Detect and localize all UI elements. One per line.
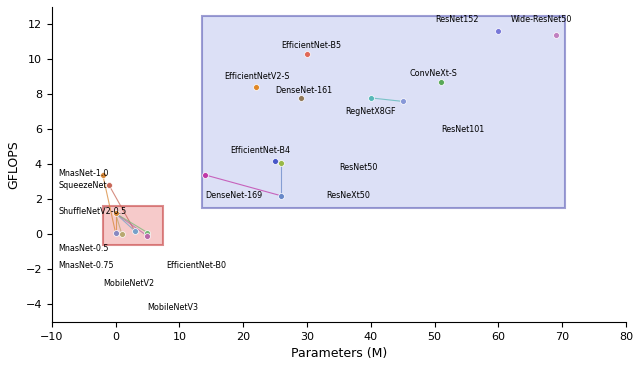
Text: EfficientNet-B5: EfficientNet-B5 bbox=[282, 41, 342, 50]
X-axis label: Parameters (M): Parameters (M) bbox=[291, 347, 387, 360]
Text: ShuffleNetV2-0.5: ShuffleNetV2-0.5 bbox=[58, 207, 126, 216]
Text: MobileNetV2: MobileNetV2 bbox=[103, 279, 154, 288]
Text: EfficientNet-B0: EfficientNet-B0 bbox=[166, 261, 227, 270]
Text: ResNet152: ResNet152 bbox=[436, 15, 479, 24]
Point bbox=[302, 51, 312, 57]
Text: DenseNet-169: DenseNet-169 bbox=[205, 191, 262, 200]
Point bbox=[397, 98, 408, 104]
Text: MnasNet-0.5: MnasNet-0.5 bbox=[58, 244, 109, 253]
Text: ResNeXt50: ResNeXt50 bbox=[326, 191, 370, 200]
Point bbox=[104, 182, 115, 188]
Point bbox=[365, 95, 376, 101]
Y-axis label: GFLOPS: GFLOPS bbox=[7, 140, 20, 189]
Text: SqueezeNet: SqueezeNet bbox=[58, 181, 107, 190]
Point bbox=[111, 210, 121, 216]
Point bbox=[276, 193, 287, 199]
Text: Wide-ResNet50: Wide-ResNet50 bbox=[511, 15, 573, 24]
Point bbox=[550, 32, 561, 38]
Text: EfficientNetV2-S: EfficientNetV2-S bbox=[224, 72, 289, 81]
Text: DenseNet-161: DenseNet-161 bbox=[275, 86, 332, 95]
Text: RegNetX8GF: RegNetX8GF bbox=[345, 108, 396, 116]
Point bbox=[276, 160, 287, 166]
Point bbox=[111, 230, 121, 236]
Bar bbox=[103, 206, 163, 245]
Text: MnasNet-1.0: MnasNet-1.0 bbox=[58, 168, 108, 178]
Text: ResNet50: ResNet50 bbox=[339, 163, 377, 172]
Point bbox=[142, 233, 152, 239]
Bar bbox=[202, 16, 565, 208]
Text: MobileNetV3: MobileNetV3 bbox=[147, 303, 198, 312]
Text: EfficientNet-B4: EfficientNet-B4 bbox=[230, 146, 291, 155]
Point bbox=[142, 230, 152, 236]
Point bbox=[200, 172, 210, 178]
Point bbox=[270, 158, 280, 164]
Text: ResNet101: ResNet101 bbox=[441, 125, 484, 134]
Text: ConvNeXt-S: ConvNeXt-S bbox=[409, 69, 457, 78]
Point bbox=[296, 95, 306, 101]
Point bbox=[98, 172, 108, 178]
Point bbox=[129, 228, 140, 234]
Point bbox=[116, 231, 127, 237]
Point bbox=[436, 79, 446, 85]
Point bbox=[493, 29, 504, 34]
Text: MnasNet-0.75: MnasNet-0.75 bbox=[58, 261, 114, 270]
Point bbox=[251, 84, 261, 90]
